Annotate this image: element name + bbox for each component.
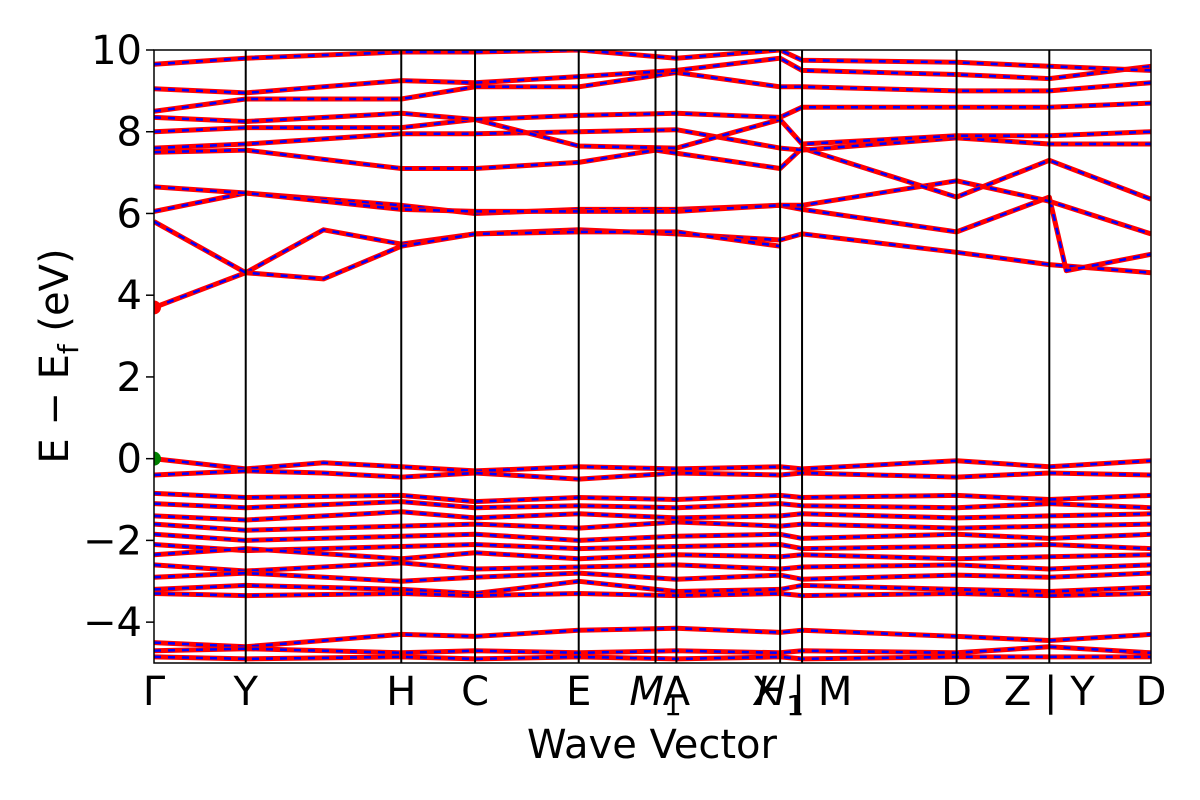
y-tick-label-1: −2 [83, 518, 142, 564]
extrema-markers-layer [154, 300, 161, 466]
x-tick-label-11: D [1136, 669, 1167, 715]
y-axis-label-subscript: f [52, 343, 85, 354]
y-tick-label-3: 2 [117, 355, 142, 401]
y-tick-label-2: 0 [117, 437, 142, 483]
band-line-vb16 [154, 654, 1151, 662]
x-tick-label-1: Y [233, 669, 259, 715]
y-tick-label-5: 6 [117, 191, 142, 237]
x-tick-label-7: H1 [756, 669, 804, 722]
y-axis-label: E − Ef (eV) [32, 248, 85, 463]
x-tick-label-2: H [386, 669, 416, 715]
x-tick-label-3: C [461, 669, 489, 715]
y-axis-label-unit-text: (eV) [32, 248, 78, 331]
x-tick-label-9: D [941, 669, 972, 715]
x-ticks-layer: Γ Y H C E M1A H1X | M D Z | Y D [143, 669, 1167, 722]
y-tick-label-4: 4 [117, 273, 142, 319]
y-tick-label-7: 10 [91, 28, 142, 74]
band-dash-cb2 [154, 220, 781, 281]
x-tick-label-8: X | M [752, 669, 853, 715]
y-axis-label-main: E − E [32, 354, 78, 464]
y-ticks-layer: −4 −2 0 2 4 6 8 10 [83, 28, 154, 646]
y-axis-label-unit [32, 332, 78, 345]
band-dash-vb1 [154, 457, 1151, 473]
y-tick-label-0: −4 [83, 600, 142, 646]
x-axis-label: Wave Vector [527, 722, 778, 768]
band-dash-cb5 [154, 146, 1151, 201]
band-line-vb13 [154, 591, 1151, 599]
x-tick-label-4: E [566, 669, 591, 715]
plot-frame [153, 49, 1152, 664]
kpoint-lines-layer [244, 50, 1051, 663]
band-dash-vb2 [154, 469, 1151, 481]
band-dash-cb9 [154, 71, 1151, 113]
x-tick-label-10: Z | Y [1004, 669, 1095, 715]
cbm-marker [154, 300, 161, 315]
y-tick-label-6: 8 [117, 110, 142, 156]
x-tick-label-6: A [663, 669, 691, 715]
x-tick-label-5: M1 [629, 669, 681, 722]
x-tick-label-0: Γ [143, 669, 166, 715]
vbm-marker [154, 451, 161, 466]
